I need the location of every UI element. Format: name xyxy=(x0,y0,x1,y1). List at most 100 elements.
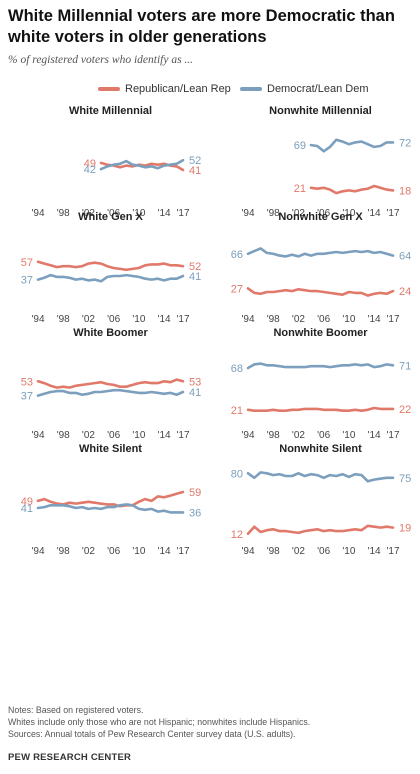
x-tick-label: '02 xyxy=(82,314,95,325)
x-tick-label: '94 xyxy=(31,208,44,219)
x-tick-label: '17 xyxy=(386,208,399,219)
data-label-end: 19 xyxy=(399,523,411,535)
x-tick-label: '94 xyxy=(241,546,254,557)
data-label-end: 53 xyxy=(189,376,201,388)
data-label-end: 52 xyxy=(189,155,201,167)
panel-title: Nonwhite Millennial xyxy=(269,105,372,117)
x-tick-label: '98 xyxy=(267,546,280,557)
legend-item-democrat: Democrat/Lean Dem xyxy=(240,83,369,95)
data-label-start: 41 xyxy=(21,503,33,515)
data-label-start: 69 xyxy=(294,140,306,152)
data-label-start: 49 xyxy=(84,158,96,170)
x-tick-label: '10 xyxy=(132,546,145,557)
x-tick-label: '10 xyxy=(132,208,145,219)
x-tick-label: '10 xyxy=(132,314,145,325)
data-label-start: 37 xyxy=(21,391,33,403)
x-tick-label: '02 xyxy=(82,546,95,557)
data-label-start: 49 xyxy=(21,496,33,508)
x-tick-label: '98 xyxy=(57,314,70,325)
chart-subtitle: % of registered voters who identify as .… xyxy=(8,54,194,66)
data-label-start: 57 xyxy=(21,257,33,269)
series-line-republican xyxy=(246,406,395,413)
x-tick-label: '10 xyxy=(342,314,355,325)
x-tick-label: '98 xyxy=(57,430,70,441)
chart-panel: White Silent '94 '98 '02 '06 '10 '14 '17 49 59 41 3… xyxy=(21,443,202,557)
x-tick-label: '10 xyxy=(342,430,355,441)
x-tick-label: '94 xyxy=(241,430,254,441)
x-tick-label: '10 xyxy=(342,208,355,219)
legend-swatch-democrat xyxy=(240,87,262,91)
panel-title: White Gen X xyxy=(78,211,143,223)
panel-title: Nonwhite Boomer xyxy=(273,327,368,339)
x-tick-label: '10 xyxy=(342,546,355,557)
data-label-start: 12 xyxy=(231,529,243,541)
x-tick-label: '17 xyxy=(386,546,399,557)
data-label-end: 59 xyxy=(189,487,201,499)
x-tick-label: '06 xyxy=(317,314,330,325)
panel-title: Nonwhite Silent xyxy=(279,443,362,455)
data-label-end: 18 xyxy=(399,185,411,197)
x-tick-label: '02 xyxy=(292,546,305,557)
series-line-republican xyxy=(246,287,395,297)
x-tick-label: '14 xyxy=(368,430,381,441)
series-line-democrat xyxy=(246,362,395,370)
x-tick-label: '02 xyxy=(292,208,305,219)
x-tick-label: '17 xyxy=(176,430,189,441)
x-tick-label: '06 xyxy=(317,430,330,441)
legend-label-democrat: Democrat/Lean Dem xyxy=(267,83,369,95)
note-line: Notes: Based on registered voters. xyxy=(8,705,144,715)
data-label-end: 41 xyxy=(189,165,201,177)
chart-panel: Nonwhite Gen X '94 '98 '02 '06 '10 '14 '17 27 24 6… xyxy=(231,211,412,325)
data-label-end: 71 xyxy=(399,360,411,372)
legend-label-republican: Republican/Lean Rep xyxy=(125,83,231,95)
data-label-start: 66 xyxy=(231,249,243,261)
x-tick-label: '98 xyxy=(57,546,70,557)
x-tick-label: '94 xyxy=(241,208,254,219)
series-line-democrat xyxy=(36,388,185,397)
note-line: Whites include only those who are not Hi… xyxy=(8,717,311,727)
x-tick-label: '17 xyxy=(386,314,399,325)
data-label-end: 36 xyxy=(189,507,201,519)
x-tick-label: '06 xyxy=(317,546,330,557)
x-tick-label: '98 xyxy=(267,430,280,441)
data-label-end: 41 xyxy=(189,387,201,399)
x-tick-label: '14 xyxy=(158,314,171,325)
panel-title: White Silent xyxy=(79,443,142,455)
data-label-end: 72 xyxy=(399,137,411,149)
data-label-start: 53 xyxy=(21,376,33,388)
panel-title: Nonwhite Gen X xyxy=(278,211,363,223)
x-tick-label: '98 xyxy=(57,208,70,219)
chart-panel: Nonwhite Millennial '94 '98 '02 '06 '10 '14 '17… xyxy=(241,105,411,219)
panel-title: White Millennial xyxy=(69,105,152,117)
legend-swatch-republican xyxy=(98,87,120,91)
data-label-start: 37 xyxy=(21,275,33,287)
data-label-start: 21 xyxy=(294,183,306,195)
data-label-start: 27 xyxy=(231,283,243,295)
panel-title: White Boomer xyxy=(73,327,148,339)
series-line-republican xyxy=(36,378,185,389)
data-label-start: 42 xyxy=(84,164,96,176)
data-label-end: 41 xyxy=(189,271,201,283)
x-tick-label: '94 xyxy=(31,314,44,325)
x-tick-label: '17 xyxy=(386,430,399,441)
x-tick-label: '14 xyxy=(368,208,381,219)
data-label-end: 52 xyxy=(189,261,201,273)
x-tick-label: '06 xyxy=(107,314,120,325)
x-tick-label: '02 xyxy=(82,208,95,219)
note-line: Sources: Annual totals of Pew Research C… xyxy=(8,729,296,739)
x-tick-label: '06 xyxy=(107,430,120,441)
data-label-start: 80 xyxy=(231,468,243,480)
x-tick-label: '10 xyxy=(132,430,145,441)
series-line-republican xyxy=(36,260,185,272)
x-tick-label: '02 xyxy=(82,430,95,441)
x-tick-label: '98 xyxy=(267,208,280,219)
data-label-end: 22 xyxy=(399,404,411,416)
series-line-republican xyxy=(246,524,395,536)
x-tick-label: '94 xyxy=(31,546,44,557)
series-line-democrat xyxy=(36,503,185,514)
chart-panel: White Millennial'94'98'02'06'10'14'17494… xyxy=(31,105,201,219)
series-line-democrat xyxy=(309,138,395,153)
source-org: PEW RESEARCH CENTER xyxy=(8,752,132,763)
chart-panel: Nonwhite Boomer '94 '98 '02 '06 '10 '14 '17 21 22… xyxy=(231,327,412,441)
